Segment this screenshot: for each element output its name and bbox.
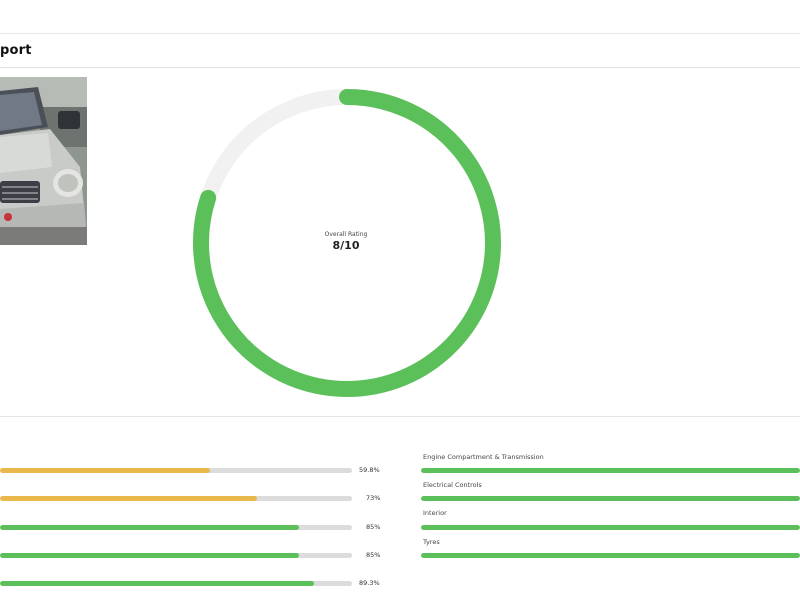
- progress-track: [0, 496, 352, 501]
- progress-fill: [0, 581, 315, 586]
- percent-value: 59.8%: [359, 466, 380, 474]
- progress-fill: [0, 525, 300, 530]
- gauge-progress-arc: [193, 89, 501, 397]
- progress-track: [421, 468, 800, 473]
- progress-fill: [0, 468, 211, 473]
- right-bar-row: [421, 468, 800, 482]
- category-label: Electrical Controls: [423, 481, 482, 489]
- progress-track: [421, 496, 800, 501]
- left-bar-row: 59.8%: [0, 466, 400, 482]
- progress-track: [0, 553, 352, 558]
- right-bar-row: [421, 496, 800, 510]
- overall-rating-gauge: [193, 89, 501, 397]
- category-label: Engine Compartment & Transmission: [423, 453, 544, 461]
- progress-track: [421, 525, 800, 530]
- progress-fill: [0, 496, 257, 501]
- overall-rating-score: 8/10: [332, 239, 360, 252]
- percent-value: 85%: [366, 551, 381, 559]
- category-label: Interior: [423, 509, 447, 517]
- report-header: port: [0, 34, 800, 68]
- left-bar-row: 85%: [0, 523, 400, 539]
- progress-track: [0, 468, 352, 473]
- progress-track: [0, 581, 352, 586]
- progress-track: [0, 525, 352, 530]
- progress-fill: [421, 553, 800, 558]
- right-bar-row: [421, 525, 800, 539]
- overall-rating-label: Overall Rating: [324, 231, 368, 238]
- left-bar-row: 89.3%: [0, 579, 400, 595]
- left-bar-row: 73%: [0, 494, 400, 510]
- page-title: port: [0, 43, 32, 58]
- percent-value: 85%: [366, 523, 381, 531]
- progress-track: [421, 553, 800, 558]
- percent-value: 89.3%: [359, 579, 380, 587]
- top-bar: [0, 0, 800, 34]
- right-bar-row: [421, 553, 800, 567]
- car-photo: [0, 77, 87, 245]
- progress-fill: [421, 468, 800, 473]
- section-divider: [0, 416, 800, 417]
- progress-fill: [421, 496, 800, 501]
- progress-fill: [421, 525, 800, 530]
- progress-fill: [0, 553, 300, 558]
- category-label: Tyres: [423, 538, 440, 546]
- percent-value: 73%: [366, 494, 381, 502]
- left-bar-row: 85%: [0, 551, 400, 567]
